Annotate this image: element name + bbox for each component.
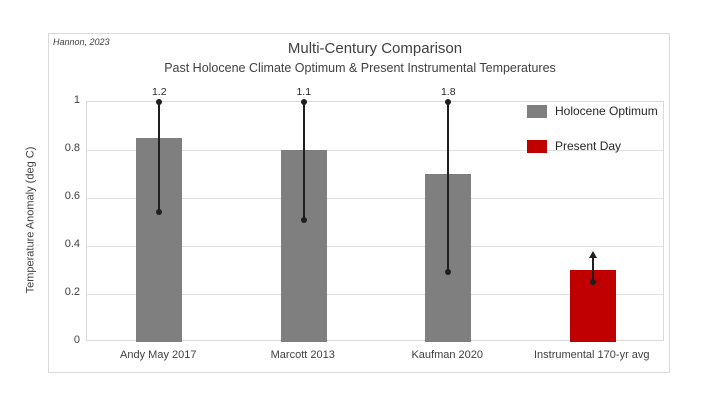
x-tick-label: Marcott 2013 <box>270 349 335 361</box>
error-bar-high-marker <box>445 99 452 105</box>
y-tick-label: 0 <box>73 334 80 346</box>
gridline <box>87 150 663 151</box>
legend-entry: Holocene Optimum <box>527 104 658 118</box>
chart-container: Hannon, 2023 Multi-Century Comparison Pa… <box>48 33 670 373</box>
y-tick-label: 0.6 <box>64 190 80 202</box>
legend-swatch-icon <box>527 104 547 118</box>
error-bar-up-arrow-icon <box>588 251 597 258</box>
error-bar-low-marker <box>300 216 307 223</box>
y-tick-label: 0.2 <box>64 286 80 298</box>
error-bar <box>591 258 594 282</box>
gridline <box>87 294 663 295</box>
y-axis-title: Temperature Anomaly (deg C) <box>23 100 37 340</box>
error-bar <box>447 102 450 273</box>
error-bar-high-value: 1.2 <box>151 86 167 98</box>
legend-label: Present Day <box>555 139 622 153</box>
legend-entry: Present Day <box>527 139 621 153</box>
error-bar <box>302 102 305 220</box>
legend-label: Holocene Optimum <box>555 104 658 118</box>
x-tick-label: Andy May 2017 <box>120 349 197 361</box>
y-axis-title-text: Temperature Anomaly (deg C) <box>24 146 37 294</box>
error-bar-high-value: 1.8 <box>440 86 456 98</box>
error-bar-low-marker <box>589 279 596 285</box>
x-tick-label: Instrumental 170-yr avg <box>533 349 650 361</box>
plot-area: 1.2 1.1 1.8 <box>86 86 664 342</box>
attribution-label: Hannon, 2023 <box>53 37 110 47</box>
legend-swatch-icon <box>527 139 547 153</box>
error-bar-low-marker <box>445 269 452 276</box>
y-tick-label: 0.4 <box>64 238 80 250</box>
error-bar <box>158 102 161 213</box>
x-tick-label: Kaufman 2020 <box>411 349 484 361</box>
chart-title: Multi-Century Comparison <box>287 40 463 57</box>
gridline <box>87 198 663 199</box>
error-bar-high-marker <box>156 99 163 105</box>
error-bar-high-value: 1.1 <box>296 86 312 98</box>
error-bar-low-marker <box>156 209 163 216</box>
error-bar-high-marker <box>300 99 307 105</box>
chart-subtitle: Past Holocene Climate Optimum & Present … <box>164 61 556 75</box>
y-tick-label: 1 <box>73 94 80 106</box>
gridline <box>87 246 663 247</box>
y-tick-label: 0.8 <box>64 142 80 154</box>
